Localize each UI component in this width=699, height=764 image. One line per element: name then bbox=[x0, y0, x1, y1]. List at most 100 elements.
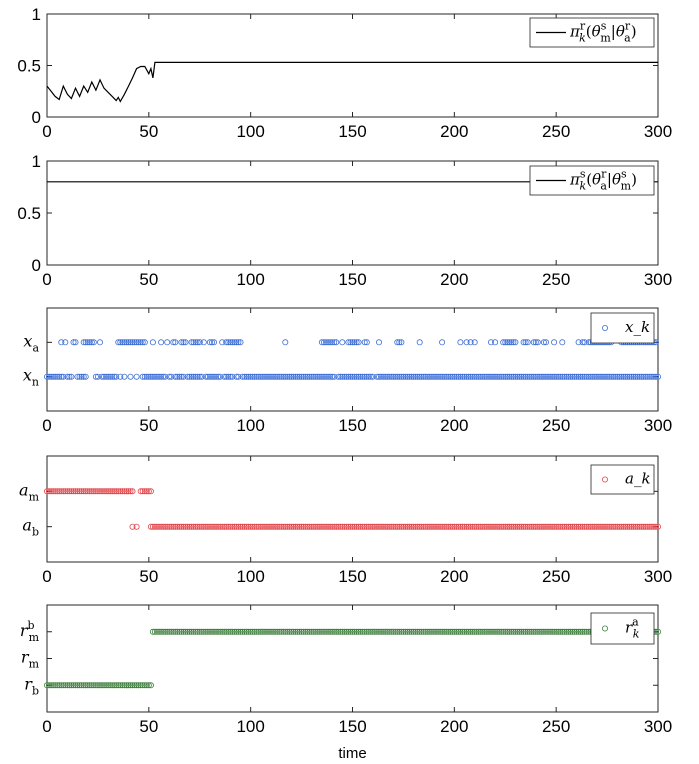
data-point bbox=[585, 373, 592, 380]
data-point bbox=[48, 682, 55, 689]
data-point bbox=[88, 682, 95, 689]
data-point bbox=[341, 373, 348, 380]
data-point bbox=[103, 373, 110, 380]
data-point bbox=[280, 523, 287, 530]
data-point bbox=[498, 373, 505, 380]
data-point bbox=[180, 628, 187, 635]
x-tick-label: 200 bbox=[440, 416, 468, 435]
data-point bbox=[125, 488, 132, 495]
data-point bbox=[451, 523, 458, 530]
data-point bbox=[46, 488, 53, 495]
data-point bbox=[347, 628, 354, 635]
data-point bbox=[105, 682, 112, 689]
data-point bbox=[426, 628, 433, 635]
data-point bbox=[312, 373, 319, 380]
data-point bbox=[70, 488, 77, 495]
x-tick-label: 100 bbox=[236, 717, 264, 736]
data-point bbox=[139, 488, 146, 495]
x-tick-label: 100 bbox=[236, 416, 264, 435]
data-point bbox=[182, 628, 189, 635]
data-point bbox=[64, 373, 71, 380]
data-point bbox=[494, 628, 501, 635]
data-point bbox=[198, 523, 205, 530]
data-point bbox=[345, 339, 352, 346]
data-point bbox=[528, 373, 535, 380]
data-point bbox=[565, 523, 572, 530]
data-point bbox=[577, 628, 584, 635]
data-point bbox=[294, 523, 301, 530]
data-point bbox=[418, 523, 425, 530]
data-point bbox=[155, 628, 162, 635]
data-point bbox=[129, 523, 136, 530]
data-point bbox=[190, 628, 197, 635]
data-point bbox=[164, 339, 171, 346]
data-point bbox=[153, 628, 160, 635]
data-point bbox=[129, 339, 136, 346]
data-point bbox=[86, 682, 93, 689]
data-point bbox=[408, 373, 415, 380]
data-point bbox=[247, 373, 254, 380]
data-point bbox=[210, 523, 217, 530]
data-point bbox=[587, 523, 594, 530]
legend: πs k(θr a|θs m) bbox=[529, 165, 655, 196]
data-point bbox=[567, 628, 574, 635]
data-point bbox=[575, 339, 582, 346]
data-point bbox=[184, 373, 191, 380]
data-point bbox=[111, 682, 118, 689]
data-point bbox=[137, 488, 144, 495]
data-point bbox=[479, 523, 486, 530]
data-point bbox=[80, 488, 87, 495]
data-point bbox=[522, 339, 529, 346]
data-point bbox=[363, 373, 370, 380]
data-point bbox=[394, 628, 401, 635]
y-tick-label: 0 bbox=[32, 256, 41, 275]
data-point bbox=[357, 373, 364, 380]
data-point bbox=[559, 628, 566, 635]
data-point bbox=[52, 682, 59, 689]
data-point bbox=[589, 523, 596, 530]
data-point bbox=[361, 373, 368, 380]
data-point bbox=[563, 373, 570, 380]
data-point bbox=[316, 373, 323, 380]
data-point bbox=[155, 523, 162, 530]
legend-label: ra k bbox=[625, 616, 640, 641]
data-point bbox=[188, 523, 195, 530]
data-point bbox=[149, 339, 156, 346]
data-point bbox=[508, 339, 515, 346]
data-point bbox=[312, 523, 319, 530]
data-point bbox=[477, 628, 484, 635]
data-point bbox=[373, 373, 380, 380]
data-point bbox=[308, 523, 315, 530]
data-point bbox=[210, 628, 217, 635]
data-point bbox=[367, 523, 374, 530]
data-point bbox=[325, 628, 332, 635]
data-point bbox=[469, 628, 476, 635]
data-point bbox=[473, 523, 480, 530]
data-point bbox=[593, 373, 600, 380]
data-point bbox=[82, 488, 89, 495]
data-point bbox=[516, 628, 523, 635]
data-point bbox=[145, 373, 152, 380]
data-point bbox=[506, 523, 513, 530]
data-point bbox=[449, 523, 456, 530]
data-point bbox=[231, 523, 238, 530]
data-point bbox=[543, 523, 550, 530]
chart-panel-2: 0 50 100 150 200 250 300 0 0.5 1 πs k(θr a|θs m) bbox=[17, 152, 672, 289]
data-point bbox=[292, 373, 299, 380]
x-tick-label: 200 bbox=[440, 717, 468, 736]
data-point bbox=[233, 373, 240, 380]
data-point bbox=[227, 628, 234, 635]
data-point bbox=[422, 628, 429, 635]
data-point bbox=[143, 373, 150, 380]
axes-box bbox=[46, 307, 659, 412]
data-point bbox=[223, 628, 230, 635]
data-point bbox=[583, 373, 590, 380]
data-point bbox=[239, 373, 246, 380]
data-point bbox=[117, 488, 124, 495]
data-point bbox=[241, 628, 248, 635]
data-point bbox=[475, 373, 482, 380]
data-point bbox=[92, 373, 99, 380]
data-point bbox=[349, 339, 356, 346]
data-point bbox=[162, 373, 169, 380]
data-point bbox=[97, 339, 104, 346]
